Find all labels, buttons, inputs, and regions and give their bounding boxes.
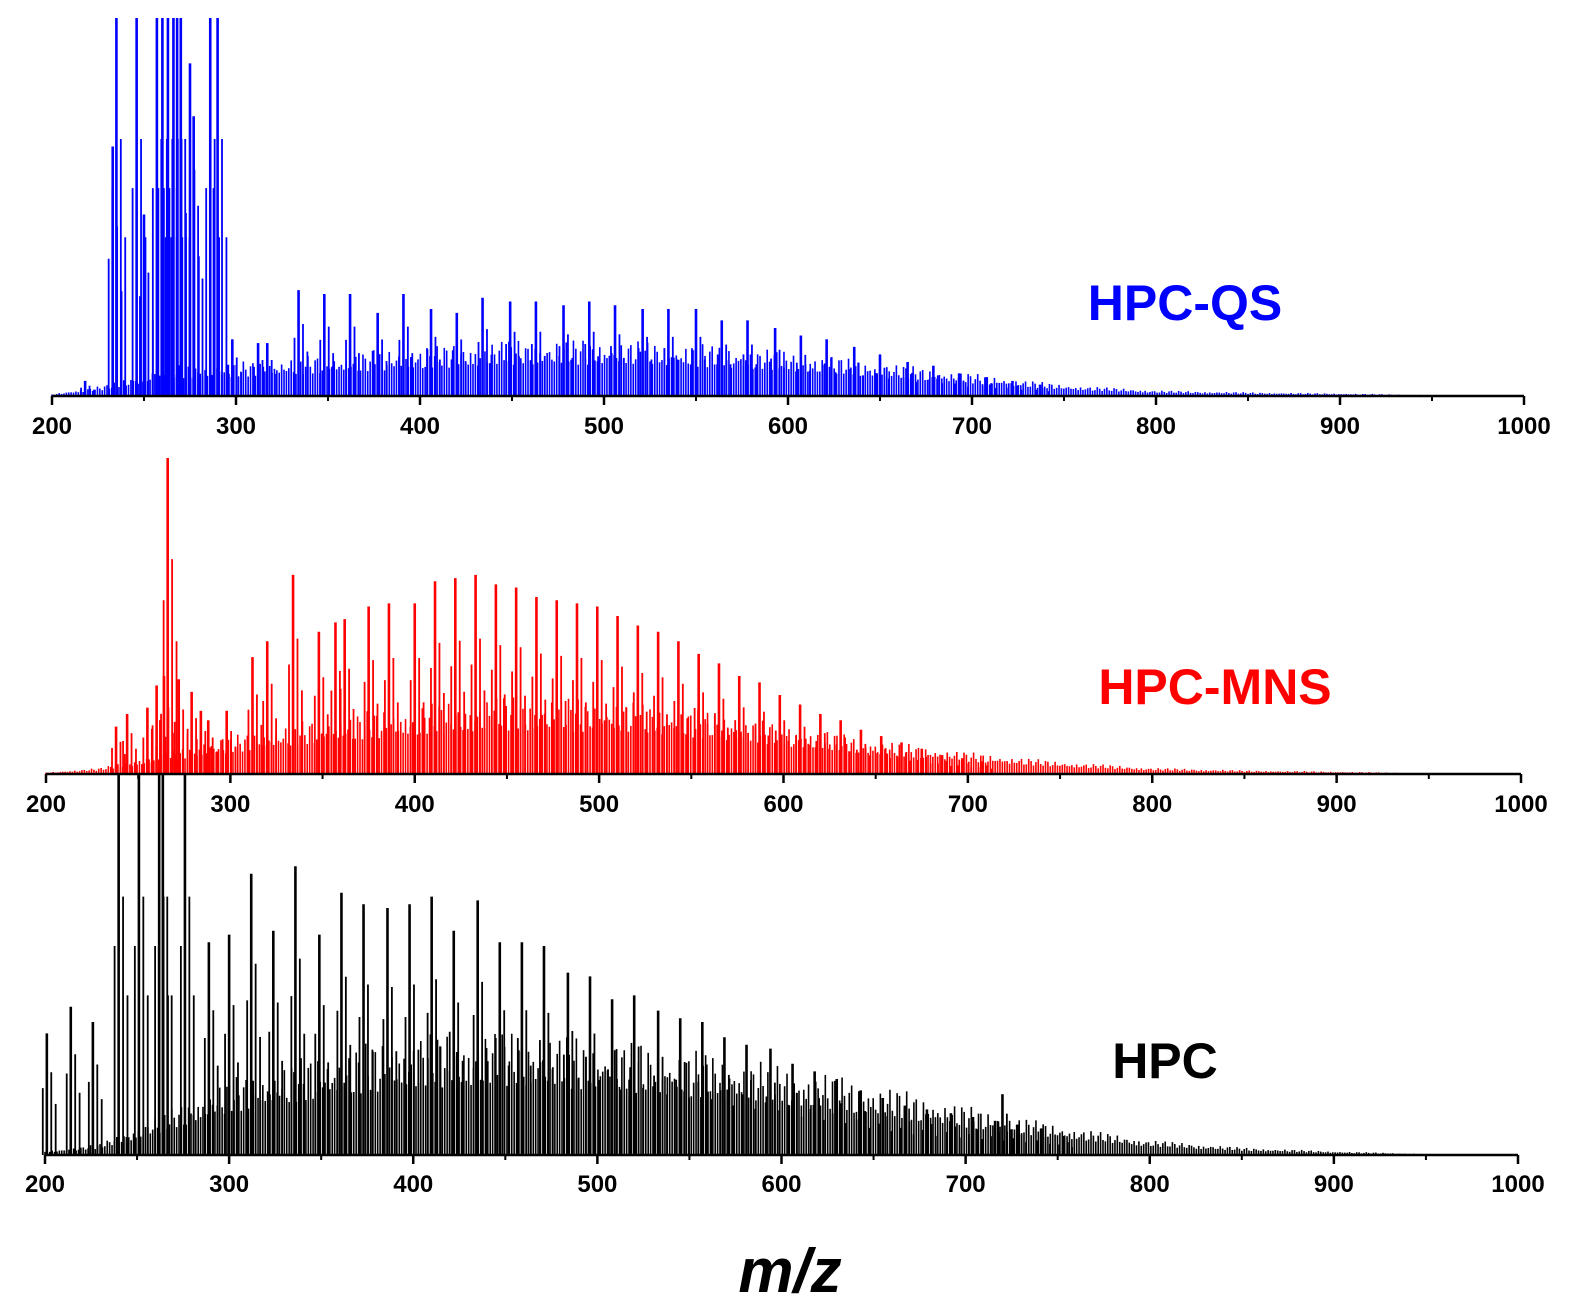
x-tick-label: 1000	[1494, 791, 1547, 818]
x-tick-label: 500	[579, 791, 619, 818]
x-tick-label: 300	[209, 1171, 249, 1198]
x-tick-label: 200	[32, 413, 72, 440]
x-tick-label: 500	[584, 413, 624, 440]
x-tick-label: 900	[1317, 791, 1357, 818]
panel-hpc-mns: 200 300 400 500 600 700 800 900 1000 HPC-MNS	[26, 458, 1548, 818]
x-tick-label: 900	[1314, 1171, 1354, 1198]
x-tick-label: 800	[1130, 1171, 1170, 1198]
x-tick-label: 700	[948, 791, 988, 818]
series-label-hpc: HPC	[1112, 1033, 1218, 1089]
panel-hpc: 200 300 400 500 600 700 800 900 1000 HPC	[25, 775, 1545, 1198]
x-tick-label: 600	[768, 413, 808, 440]
series-label-hpc-mns: HPC-MNS	[1098, 659, 1331, 715]
x-tick-label: 400	[393, 1171, 433, 1198]
x-tick-label: 400	[395, 791, 435, 818]
x-tick-label: 700	[946, 1171, 986, 1198]
x-tick-label: 1000	[1497, 413, 1550, 440]
x-tick-label: 1000	[1491, 1171, 1544, 1198]
x-tick-label: 500	[577, 1171, 617, 1198]
x-tick-label: 900	[1320, 413, 1360, 440]
x-tick-label: 600	[761, 1171, 801, 1198]
x-tick-label: 800	[1136, 413, 1176, 440]
hpc-x-ticks: 200 300 400 500 600 700 800 900 1000	[25, 1155, 1545, 1198]
x-tick-label: 200	[25, 1171, 65, 1198]
x-tick-label: 400	[400, 413, 440, 440]
x-tick-label: 800	[1132, 791, 1172, 818]
x-tick-label: 200	[26, 791, 66, 818]
hpc-qs-spectrum-bars	[51, 18, 1450, 396]
x-axis-label: m/z	[738, 1237, 841, 1306]
x-tick-label: 700	[952, 413, 992, 440]
x-tick-label: 300	[216, 413, 256, 440]
series-label-hpc-qs: HPC-QS	[1088, 275, 1282, 331]
x-tick-label: 300	[210, 791, 250, 818]
hpc-mns-x-ticks: 200 300 400 500 600 700 800 900 1000	[26, 774, 1548, 818]
hpc-spectrum-bars	[41, 775, 1425, 1155]
x-tick-label: 600	[763, 791, 803, 818]
panel-hpc-qs: 200 300 400 500 600 700 800 900 1000 HPC-QS	[32, 18, 1551, 440]
hpc-mns-spectrum-bars	[45, 458, 1428, 774]
hpc-qs-x-ticks: 200 300 400 500 600 700 800 900 1000	[32, 396, 1551, 440]
